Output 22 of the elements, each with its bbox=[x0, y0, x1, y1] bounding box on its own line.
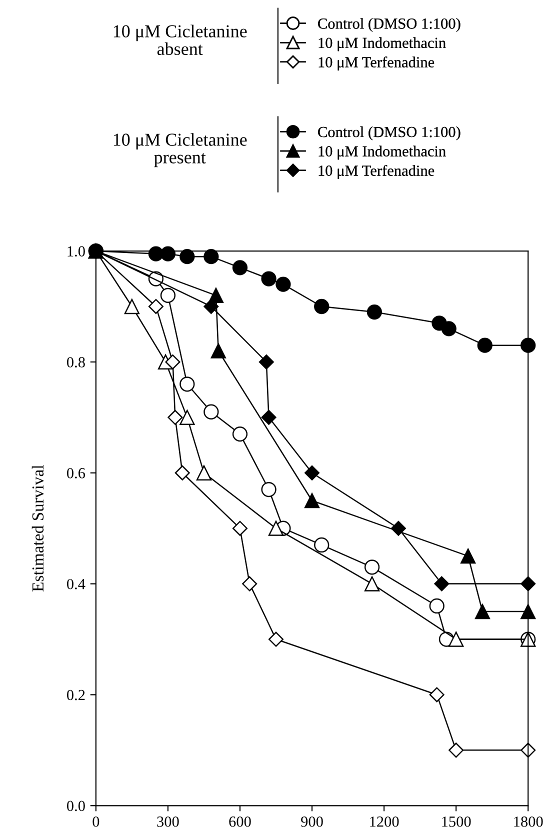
x-tick-label: 1800 bbox=[514, 816, 543, 827]
y-tick-label: 1.0 bbox=[68, 246, 85, 257]
x-tick-label: 600 bbox=[229, 816, 251, 827]
y-tick-label: 0.2 bbox=[66, 690, 85, 700]
legend-label: 10 μM Terfenadine bbox=[318, 164, 434, 179]
y-tick-label: 0.0 bbox=[66, 800, 85, 812]
legend-label: 10 μM Indomethacin bbox=[318, 146, 446, 160]
y-tick-label: 0.8 bbox=[66, 357, 85, 368]
text: 10 μM Cicletanine present bbox=[114, 133, 247, 168]
legend-label: 10 μM Indomethacin bbox=[318, 37, 446, 52]
x-tick-label: 1500 bbox=[442, 816, 471, 827]
legend-label: Control (DMSO 1:100) bbox=[318, 18, 460, 32]
x-tick-label: 1200 bbox=[370, 816, 399, 827]
x-tick-label: 0 bbox=[92, 816, 100, 827]
x-tick-label: 300 bbox=[157, 816, 179, 827]
y-tick-label: 0.4 bbox=[66, 578, 86, 590]
legend-label: Control (DMSO 1:100) bbox=[318, 126, 460, 140]
legend-label: 10 μM Terfenadine bbox=[318, 56, 434, 71]
y-tick-label: 0.6 bbox=[66, 468, 86, 478]
y-axis-title: Estimated Survival bbox=[32, 465, 44, 592]
x-tick-label: 900 bbox=[301, 816, 323, 827]
text: 10 μM Cicletanine absent bbox=[114, 24, 247, 56]
